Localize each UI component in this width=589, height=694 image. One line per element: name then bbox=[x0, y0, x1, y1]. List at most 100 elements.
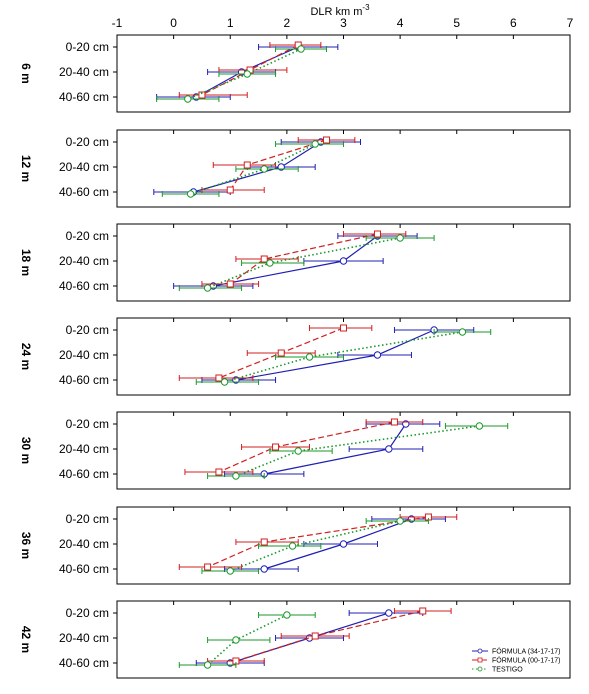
data-point-square bbox=[277, 349, 285, 357]
data-point-circle bbox=[305, 353, 314, 361]
depth-label: 0-20 cm bbox=[66, 40, 109, 54]
depth-label: 20-40 cm bbox=[59, 348, 109, 362]
data-point-circle bbox=[220, 378, 229, 386]
series-line bbox=[235, 425, 480, 477]
depth-label: 40-60 cm bbox=[59, 90, 109, 104]
depth-label: 0-20 cm bbox=[66, 606, 109, 620]
series-testigo bbox=[178, 234, 435, 292]
data-point-square bbox=[419, 607, 427, 615]
data-point-circle bbox=[396, 234, 404, 242]
x-tick-label: 2 bbox=[284, 16, 291, 30]
depth-label: 20-40 cm bbox=[59, 254, 109, 268]
data-point-circle bbox=[260, 165, 268, 173]
depth-label: 40-60 cm bbox=[59, 562, 109, 576]
series-formula_00 bbox=[178, 513, 458, 571]
panel-label: 36 m bbox=[19, 532, 33, 559]
data-point-circle bbox=[385, 445, 393, 453]
panel-4: 24 m 0-20 cm 20-40 cm 40-60 cm bbox=[19, 317, 571, 396]
panel-label: 30 m bbox=[19, 437, 33, 464]
series-formula_00 bbox=[178, 324, 373, 382]
data-point-circle bbox=[297, 45, 305, 53]
data-point-circle bbox=[475, 422, 484, 430]
series-formula_34 bbox=[201, 326, 475, 384]
axis-layer: DLR km m-3 -1 0 1 2 3 4 5 6 7 bbox=[112, 3, 574, 30]
data-point-circle bbox=[184, 95, 192, 103]
x-axis-title: DLR km m-3 bbox=[310, 3, 370, 18]
panel-label: 18 m bbox=[19, 249, 33, 276]
panel-1: 6 m 0-20 cm 20-40 cm 40-60 cm bbox=[19, 34, 571, 113]
panel-2: 12 m 0-20 cm 20-40 cm 40-60 cm bbox=[19, 129, 571, 208]
depth-label: 0-20 cm bbox=[66, 135, 109, 149]
series-formula_34 bbox=[195, 609, 424, 667]
data-point-square bbox=[311, 632, 319, 640]
data-point-square bbox=[373, 230, 381, 238]
data-point-square bbox=[198, 91, 206, 99]
panel-frame bbox=[116, 411, 571, 490]
data-point-square bbox=[323, 136, 331, 144]
depth-label: 20-40 cm bbox=[59, 442, 109, 456]
depth-label: 0-20 cm bbox=[66, 229, 109, 243]
data-point-circle bbox=[311, 140, 319, 148]
series-line bbox=[229, 520, 401, 572]
x-axis-title-superscript: -3 bbox=[362, 3, 370, 12]
panel-label: 6 m bbox=[19, 63, 33, 84]
data-point-circle bbox=[260, 565, 268, 573]
depth-label: 0-20 cm bbox=[66, 417, 109, 431]
series-formula_34 bbox=[224, 515, 446, 573]
data-point-square bbox=[226, 280, 234, 288]
data-point-circle bbox=[232, 472, 240, 480]
legend-label: FÓRMULA (00-17-17) bbox=[492, 656, 560, 665]
data-point-square bbox=[243, 161, 251, 169]
legend-swatch-marker bbox=[477, 648, 483, 654]
series-formula_00 bbox=[201, 136, 356, 194]
x-tick-label: 3 bbox=[340, 16, 347, 30]
panel-3: 18 m 0-20 cm 20-40 cm 40-60 cm bbox=[19, 223, 571, 302]
series-testigo bbox=[178, 611, 316, 669]
data-point-square bbox=[390, 418, 398, 426]
panel-label: 24 m bbox=[19, 343, 33, 370]
panel-label: 42 m bbox=[19, 626, 33, 653]
data-point-square bbox=[226, 186, 234, 194]
depth-label: 40-60 cm bbox=[59, 656, 109, 670]
series-formula_00 bbox=[201, 230, 407, 288]
data-point-circle bbox=[232, 636, 240, 644]
depth-label: 40-60 cm bbox=[59, 185, 109, 199]
data-point-circle bbox=[186, 190, 195, 198]
depth-label: 0-20 cm bbox=[66, 512, 109, 526]
data-point-square bbox=[340, 324, 347, 332]
series-formula_00 bbox=[207, 607, 452, 665]
legend-layer: FÓRMULA (34-17-17)FÓRMULA (00-17-17) TEST… bbox=[470, 645, 562, 675]
legend-swatch-marker bbox=[477, 666, 483, 672]
data-point-square bbox=[260, 255, 268, 263]
depth-label: 20-40 cm bbox=[59, 631, 109, 645]
data-point-circle bbox=[283, 611, 291, 619]
depth-label: 40-60 cm bbox=[59, 373, 109, 387]
series-testigo bbox=[195, 328, 492, 386]
x-tick-label: 6 bbox=[510, 16, 517, 30]
series-testigo bbox=[156, 45, 328, 103]
x-tick-label: 4 bbox=[397, 16, 404, 30]
series-testigo bbox=[161, 140, 344, 198]
series-formula_34 bbox=[153, 138, 361, 196]
panels-layer: 6 m 0-20 cm 20-40 cm 40-60 cm 12 m 0-20 cm 20-… bbox=[19, 34, 571, 679]
data-point-circle bbox=[288, 542, 297, 550]
panel-label: 12 m bbox=[19, 155, 33, 182]
data-point-circle bbox=[266, 259, 274, 267]
depth-label: 40-60 cm bbox=[59, 467, 109, 481]
series-testigo bbox=[207, 422, 509, 480]
data-point-circle bbox=[339, 540, 348, 548]
depth-label: 20-40 cm bbox=[59, 160, 109, 174]
x-axis-title-main: DLR km m bbox=[310, 6, 362, 18]
panel-7: 42 m 0-20 cm 20-40 cm 40-60 cm bbox=[19, 600, 571, 679]
data-point-circle bbox=[396, 517, 404, 525]
depth-label: 40-60 cm bbox=[59, 279, 109, 293]
series-formula_34 bbox=[173, 232, 418, 290]
x-tick-label: 1 bbox=[227, 16, 234, 30]
panel-5: 30 m 0-20 cm 20-40 cm 40-60 cm bbox=[19, 411, 571, 490]
data-point-circle bbox=[226, 567, 234, 575]
x-tick-label: -1 bbox=[112, 16, 123, 30]
depth-label: 20-40 cm bbox=[59, 537, 109, 551]
x-tick-label: 7 bbox=[567, 16, 574, 30]
